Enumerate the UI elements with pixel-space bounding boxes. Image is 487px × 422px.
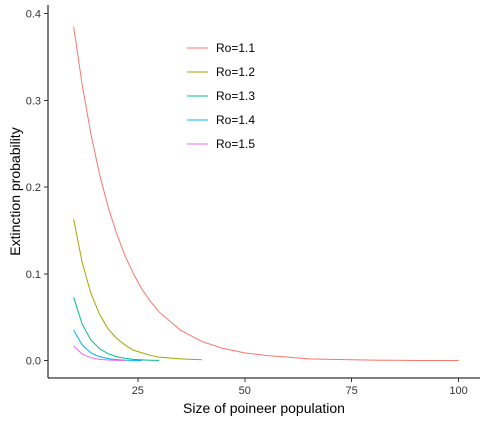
series-lines-layer xyxy=(73,26,459,362)
y-tick-label: 0.4 xyxy=(26,9,41,21)
legend: Ro=1.1 Ro=1.2 Ro=1.3 Ro=1.4 Ro=1.5 xyxy=(187,41,255,151)
legend-label: Ro=1.4 xyxy=(216,113,255,127)
series-line-ro-1-2 xyxy=(73,219,203,361)
legend-label: Ro=1.2 xyxy=(216,65,255,79)
series-line-ro-1-4 xyxy=(73,330,143,361)
series-line-ro-1-5 xyxy=(73,345,125,362)
legend-label: Ro=1.3 xyxy=(216,89,255,103)
y-tick-label: 0.2 xyxy=(26,182,41,194)
axes: 0.0 0.1 0.2 0.3 0.4 25 50 75 100 xyxy=(26,5,480,397)
x-tick-label: 25 xyxy=(132,385,144,397)
x-tick-label: 75 xyxy=(346,385,358,397)
x-axis-title: Size of poineer population xyxy=(183,400,345,416)
x-tick-label: 50 xyxy=(239,385,251,397)
y-axis-ticks: 0.0 0.1 0.2 0.3 0.4 xyxy=(26,9,48,368)
series-line-ro-1-3 xyxy=(73,297,160,361)
y-tick-label: 0.3 xyxy=(26,95,41,107)
y-tick-label: 0.0 xyxy=(26,356,41,368)
x-axis-ticks: 25 50 75 100 xyxy=(132,378,468,397)
x-tick-label: 100 xyxy=(449,385,467,397)
legend-label: Ro=1.1 xyxy=(216,41,255,55)
legend-label: Ro=1.5 xyxy=(216,137,255,151)
y-axis-title: Extinction probability xyxy=(7,127,23,255)
series-line-ro-1-1 xyxy=(73,26,459,362)
y-tick-label: 0.1 xyxy=(26,269,41,281)
